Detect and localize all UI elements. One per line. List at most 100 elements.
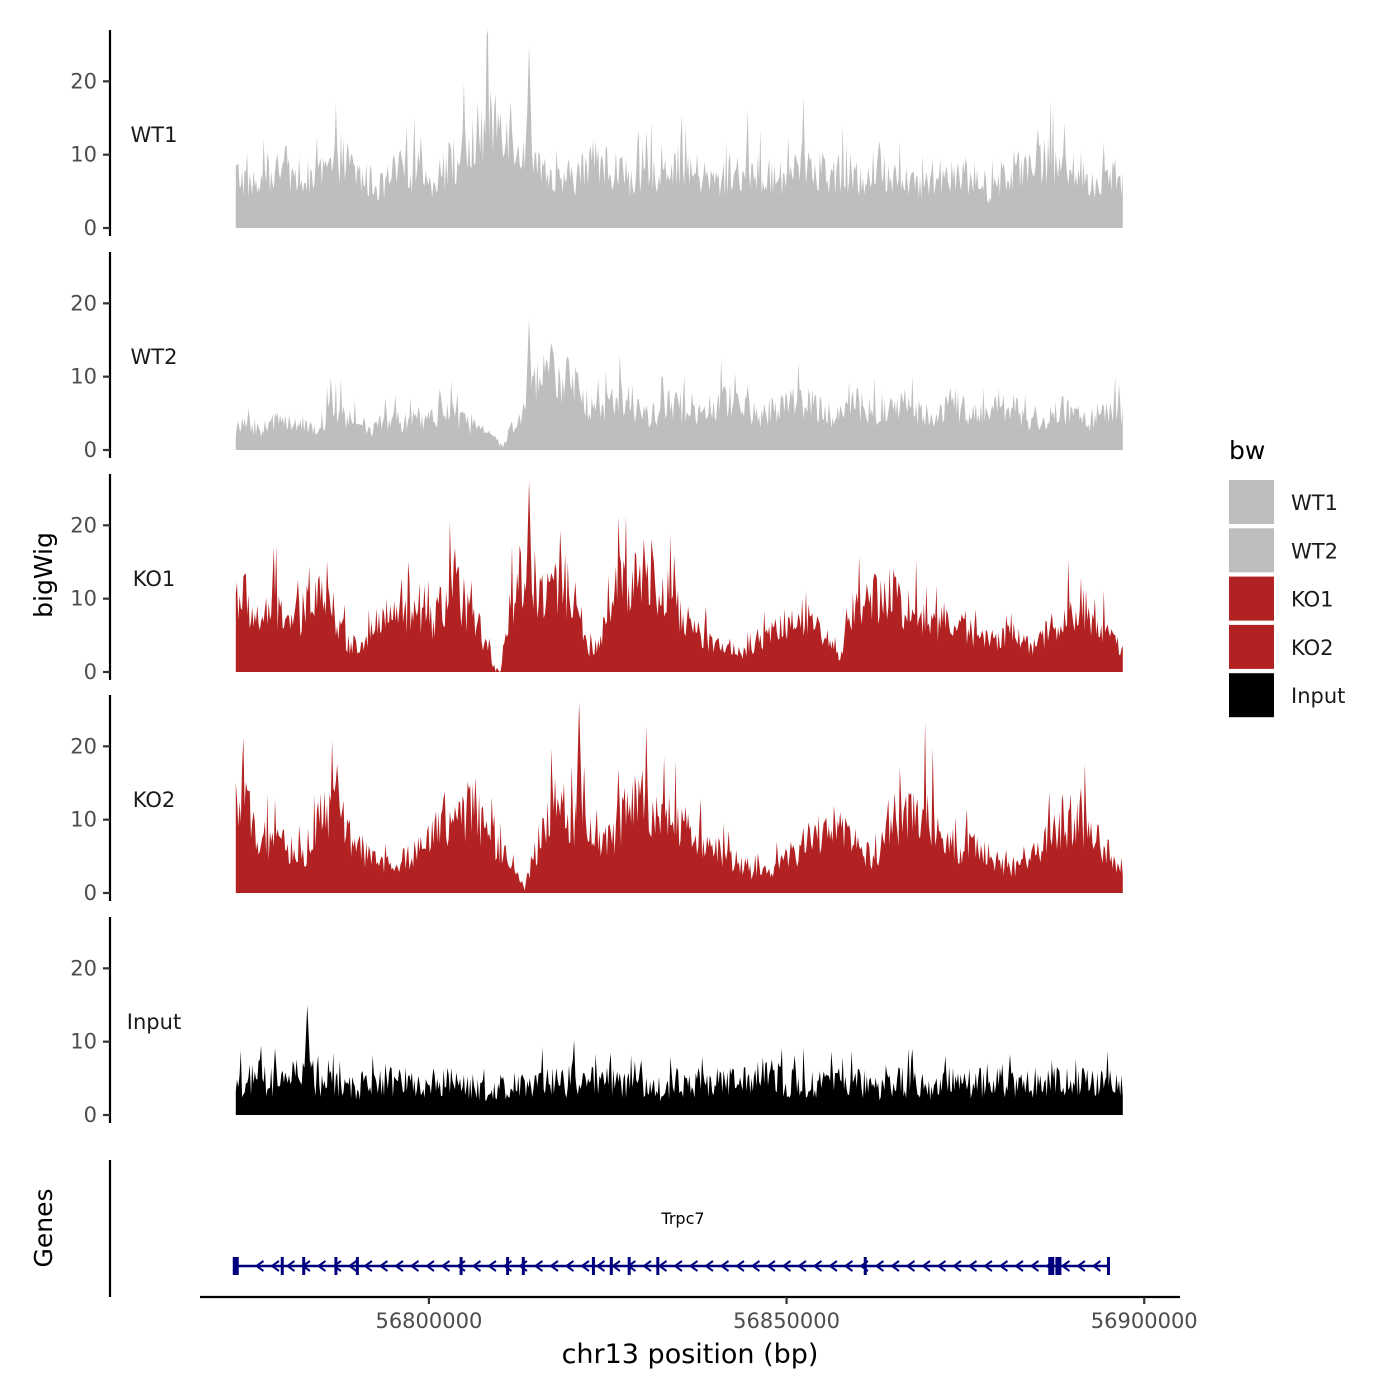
strand-arrow bbox=[921, 1260, 931, 1272]
strand-arrow bbox=[487, 1260, 497, 1272]
strand-arrow bbox=[580, 1260, 590, 1272]
y-tick-label: 0 bbox=[84, 216, 97, 240]
strand-arrow bbox=[456, 1260, 466, 1272]
signal-peak bbox=[302, 1005, 313, 1115]
strand-arrow bbox=[270, 1260, 280, 1272]
strand-arrow bbox=[828, 1260, 838, 1272]
y-tick-label: 20 bbox=[70, 513, 97, 537]
gene-name-label: Trpc7 bbox=[660, 1209, 704, 1228]
y-tick-label: 0 bbox=[84, 1103, 97, 1127]
y-tick-label: 10 bbox=[70, 808, 97, 832]
gene-exon bbox=[1048, 1257, 1055, 1275]
y-tick-label: 10 bbox=[70, 587, 97, 611]
legend-label-input: Input bbox=[1291, 684, 1345, 708]
genes-panel-title: Genes bbox=[29, 1188, 58, 1267]
y-axis-title: bigWig bbox=[29, 532, 58, 618]
strand-arrow bbox=[1091, 1260, 1102, 1272]
legend-label-wt2: WT2 bbox=[1291, 539, 1338, 563]
strand-arrow bbox=[595, 1260, 606, 1272]
strand-arrow bbox=[332, 1260, 342, 1272]
strand-arrow bbox=[874, 1260, 885, 1272]
strand-arrow bbox=[890, 1260, 900, 1272]
legend-label-ko2: KO2 bbox=[1291, 636, 1334, 660]
x-axis: 56800000 56850000 56900000 bbox=[200, 1295, 1198, 1333]
strand-arrow bbox=[952, 1260, 962, 1272]
legend-swatch-ko2 bbox=[1229, 624, 1274, 669]
strand-arrow bbox=[254, 1260, 265, 1272]
signal-area-wt1 bbox=[235, 30, 1123, 228]
legend-label-ko1: KO1 bbox=[1291, 588, 1334, 612]
gene-exon bbox=[521, 1257, 525, 1275]
strand-arrow bbox=[363, 1260, 373, 1272]
y-tick-label: 20 bbox=[70, 69, 97, 93]
signal-peak bbox=[524, 318, 535, 450]
gene-model: Trpc7 bbox=[232, 1209, 1110, 1275]
gene-exon bbox=[232, 1257, 239, 1275]
track-panel-input: 0 10 20 Input bbox=[70, 917, 1123, 1127]
legend-swatch-wt1 bbox=[1229, 480, 1274, 524]
y-tick-label: 10 bbox=[70, 365, 97, 389]
track-panel-ko2: 0 10 20 KO2 bbox=[70, 695, 1123, 905]
strand-arrow bbox=[1029, 1260, 1040, 1272]
strand-arrow bbox=[967, 1260, 978, 1272]
gene-exon bbox=[591, 1257, 595, 1275]
y-tick-label: 0 bbox=[84, 881, 97, 905]
track-panel-wt2: 0 10 20 WT2 bbox=[70, 252, 1123, 462]
strand-arrow bbox=[425, 1260, 435, 1272]
legend-swatch-wt2 bbox=[1229, 528, 1274, 573]
strand-arrow bbox=[611, 1260, 621, 1272]
strand-arrow bbox=[285, 1260, 296, 1272]
strand-arrow bbox=[781, 1260, 792, 1272]
strand-arrow bbox=[1014, 1260, 1024, 1272]
strand-arrow bbox=[533, 1260, 544, 1272]
legend-swatch-input bbox=[1229, 673, 1274, 718]
gene-exon bbox=[863, 1257, 867, 1275]
strand-arrow bbox=[998, 1260, 1009, 1272]
track-label: KO1 bbox=[133, 567, 176, 591]
strand-arrow bbox=[812, 1260, 823, 1272]
signal-area-input bbox=[235, 1039, 1123, 1115]
strand-arrow bbox=[766, 1260, 776, 1272]
strand-arrow bbox=[843, 1260, 854, 1272]
strand-arrow bbox=[549, 1260, 559, 1272]
strand-arrow bbox=[378, 1260, 389, 1272]
x-tick-label: 56800000 bbox=[375, 1309, 482, 1333]
strand-arrow bbox=[797, 1260, 807, 1272]
strand-arrow bbox=[673, 1260, 683, 1272]
strand-arrow bbox=[657, 1260, 668, 1272]
strand-arrow bbox=[409, 1260, 420, 1272]
strand-arrow bbox=[502, 1260, 513, 1272]
genes-layer: Trpc7 bbox=[108, 1160, 1110, 1297]
gene-exon bbox=[355, 1257, 359, 1275]
strand-arrow bbox=[564, 1260, 575, 1272]
strand-arrow bbox=[905, 1260, 916, 1272]
gene-exon bbox=[459, 1257, 463, 1275]
strand-arrow bbox=[1076, 1260, 1086, 1272]
signal-peak bbox=[524, 44, 535, 229]
strand-arrow bbox=[688, 1260, 699, 1272]
gene-exon bbox=[280, 1257, 284, 1275]
strand-arrow bbox=[750, 1260, 761, 1272]
signal-area-wt2 bbox=[235, 343, 1123, 450]
signal-area-ko1 bbox=[235, 515, 1123, 672]
strand-arrow bbox=[471, 1260, 482, 1272]
gene-exon bbox=[627, 1257, 631, 1275]
signal-peak bbox=[574, 702, 585, 893]
y-tick-label: 20 bbox=[70, 734, 97, 758]
legend: bw WT1 WT2 KO1 KO2 Input bbox=[1229, 436, 1345, 718]
track-label: WT1 bbox=[131, 123, 178, 147]
gene-exon bbox=[609, 1257, 613, 1275]
gene-exon bbox=[506, 1257, 510, 1275]
legend-label-wt1: WT1 bbox=[1291, 491, 1338, 515]
strand-arrow bbox=[936, 1260, 947, 1272]
y-tick-label: 20 bbox=[70, 291, 97, 315]
gene-exon bbox=[302, 1257, 306, 1275]
gene-exon bbox=[1055, 1257, 1062, 1275]
strand-arrow bbox=[719, 1260, 730, 1272]
strand-arrow bbox=[394, 1260, 404, 1272]
y-tick-label: 20 bbox=[70, 956, 97, 980]
track-panel-ko1: 0 10 20 KO1 bbox=[70, 474, 1123, 684]
x-tick-label: 56900000 bbox=[1091, 1309, 1198, 1333]
